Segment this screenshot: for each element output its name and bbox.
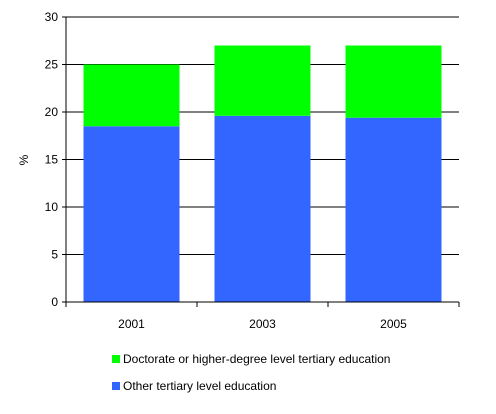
bar-doctorate-2005	[345, 45, 442, 118]
stacked-bar-chart: 0 5 10 15 20 25 30 2001 2003 2005 %	[17, 10, 460, 331]
bars	[83, 45, 442, 302]
bar-other-2003	[214, 115, 311, 302]
x-tick-labels: 2001 2003 2005	[118, 317, 407, 331]
bar-other-2001	[83, 126, 180, 302]
y-tick-label: 20	[45, 105, 59, 119]
x-tick-label: 2001	[118, 317, 145, 331]
legend-swatch-other	[112, 382, 120, 390]
legend-label-other: Other tertiary level education	[123, 379, 277, 393]
x-tick-label: 2005	[380, 317, 407, 331]
bar-other-2005	[345, 117, 442, 302]
y-tick-labels: 0 5 10 15 20 25 30	[45, 10, 59, 309]
bar-doctorate-2001	[83, 64, 180, 127]
y-tick-label: 5	[51, 248, 58, 262]
y-tick-label: 0	[51, 295, 58, 309]
bar-doctorate-2003	[214, 45, 311, 116]
legend-item-doctorate: Doctorate or higher-degree level tertiar…	[112, 352, 390, 366]
y-tick-label: 30	[45, 10, 59, 24]
y-tick-label: 15	[45, 153, 59, 167]
axes	[62, 16, 460, 307]
y-tick-label: 10	[45, 200, 59, 214]
legend-label-doctorate: Doctorate or higher-degree level tertiar…	[123, 352, 391, 366]
x-tick-label: 2003	[249, 317, 276, 331]
legend-item-other: Other tertiary level education	[112, 379, 276, 393]
y-tick-label: 25	[45, 58, 59, 72]
y-axis-label: %	[17, 154, 31, 165]
legend-swatch-doctorate	[112, 355, 120, 363]
